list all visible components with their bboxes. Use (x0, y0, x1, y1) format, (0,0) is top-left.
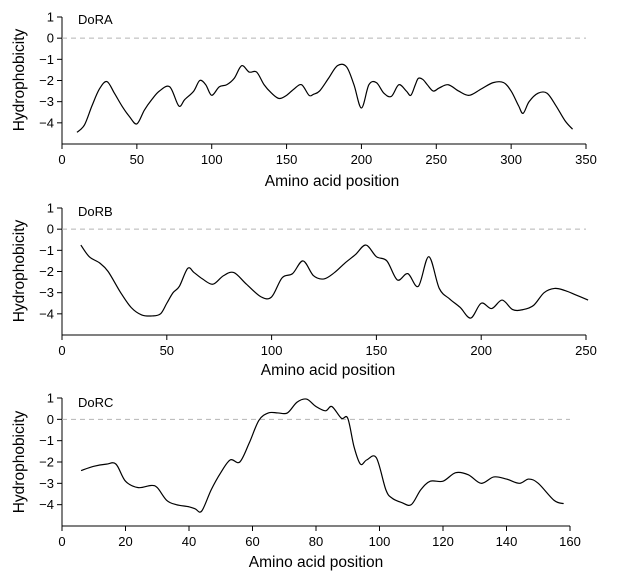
y-tick-label: −3 (39, 94, 54, 109)
x-axis-title: Amino acid position (261, 362, 395, 379)
x-axis-title: Amino acid position (265, 173, 399, 190)
x-tick-label: 50 (160, 343, 174, 358)
x-tick-label: 40 (182, 534, 196, 549)
x-tick-label: 0 (58, 152, 65, 167)
x-tick-label: 200 (351, 152, 373, 167)
x-tick-label: 140 (496, 534, 518, 549)
panel-label: DoRC (78, 395, 113, 410)
y-tick-label: 0 (47, 412, 54, 427)
y-tick-label: 0 (47, 222, 54, 237)
x-tick-label: 150 (276, 152, 298, 167)
x-tick-label: 250 (425, 152, 447, 167)
y-tick-label: −4 (39, 115, 54, 130)
x-tick-label: 0 (58, 534, 65, 549)
y-tick-label: −3 (39, 476, 54, 491)
panel-label: DoRA (78, 12, 113, 27)
y-tick-label: −2 (39, 73, 54, 88)
y-tick-label: −2 (39, 264, 54, 279)
x-tick-label: 50 (130, 152, 144, 167)
x-tick-label: 100 (261, 343, 283, 358)
x-tick-label: 200 (470, 343, 492, 358)
y-tick-label: −1 (39, 243, 54, 258)
y-axis-title: Hydrophobicity (11, 219, 28, 322)
x-tick-label: 250 (575, 343, 597, 358)
x-tick-label: 100 (201, 152, 223, 167)
y-axis-title: Hydrophobicity (11, 28, 28, 131)
y-tick-label: −4 (39, 306, 54, 321)
hydrophobicity-line-dorb (80, 244, 589, 319)
y-tick-label: −3 (39, 285, 54, 300)
panel-dorb: DoRB Amino acid position Hydrophobicity … (11, 201, 597, 380)
x-tick-label: 0 (58, 343, 65, 358)
hydrophobicity-line-dora (76, 63, 573, 133)
x-tick-label: 20 (118, 534, 132, 549)
x-tick-label: 100 (369, 534, 391, 549)
x-tick-label: 350 (575, 152, 597, 167)
panel-dora: DoRA Amino acid position Hydrophobicity … (11, 10, 597, 191)
panel-label: DoRB (78, 204, 113, 219)
y-tick-label: 1 (47, 201, 54, 216)
y-tick-label: 0 (47, 31, 54, 46)
hydrophobicity-line-dorc (80, 398, 564, 513)
y-tick-label: 1 (47, 391, 54, 406)
x-tick-label: 120 (432, 534, 454, 549)
x-tick-label: 150 (366, 343, 388, 358)
x-tick-label: 160 (559, 534, 581, 549)
x-tick-label: 300 (500, 152, 522, 167)
y-tick-label: −2 (39, 455, 54, 470)
x-tick-label: 80 (309, 534, 323, 549)
x-axis-title: Amino acid position (249, 554, 383, 571)
y-tick-label: −1 (39, 52, 54, 67)
y-tick-label: −1 (39, 433, 54, 448)
y-tick-label: 1 (47, 10, 54, 25)
panel-dorc: DoRC Amino acid position Hydrophobicity … (11, 391, 581, 572)
y-tick-label: −4 (39, 497, 54, 512)
y-axis-title: Hydrophobicity (11, 410, 28, 513)
x-tick-label: 60 (245, 534, 259, 549)
